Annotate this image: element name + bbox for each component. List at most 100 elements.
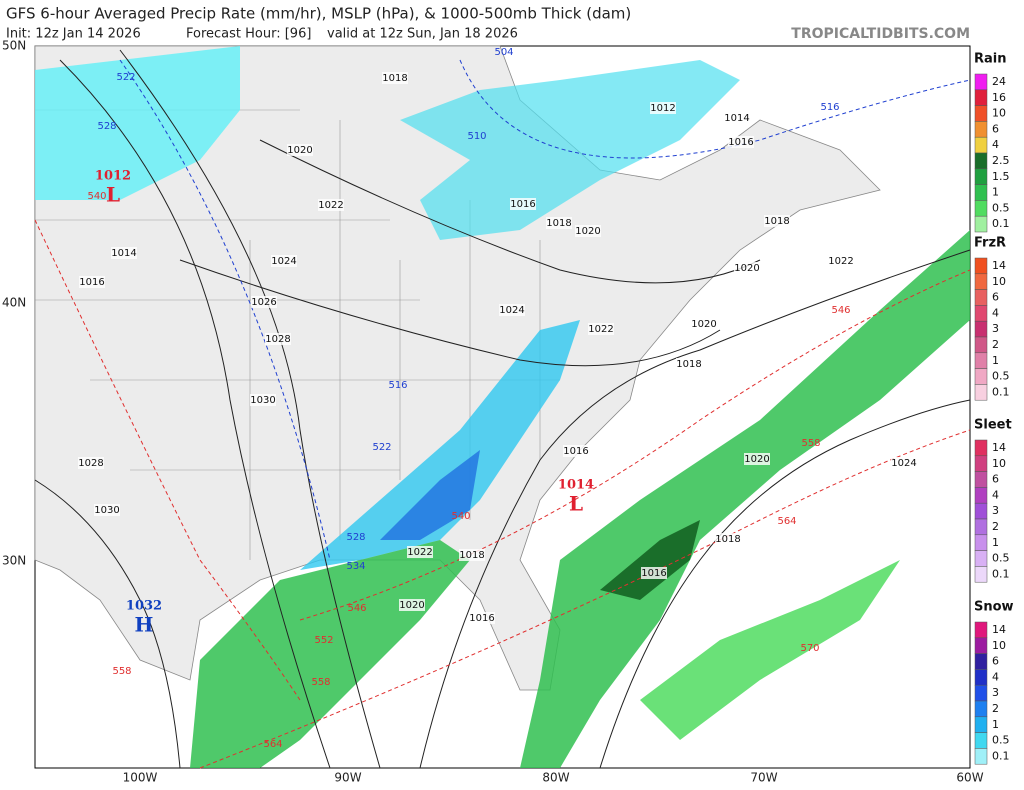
legend-swatch: [974, 518, 988, 536]
lon-label: 70W: [750, 771, 777, 785]
isobar-label: 1028: [265, 334, 290, 345]
isobar-label: 1018: [764, 216, 789, 227]
isobar-label: 1030: [94, 505, 119, 516]
legend-swatch: [974, 471, 988, 488]
isobar-label: 1020: [691, 319, 716, 330]
isobar-label: 1022: [828, 256, 853, 267]
thickness-label: 552: [314, 635, 333, 646]
isobar-label-bg: [641, 567, 667, 579]
legend-swatch: [974, 534, 988, 551]
isobar-label-bg: [764, 215, 790, 227]
isobar-label-bg: [546, 217, 572, 229]
legend-label: 1: [992, 718, 999, 731]
legend-label: 16: [992, 91, 1006, 104]
isobar-label: 1018: [382, 73, 407, 84]
isobar-label: 1020: [575, 226, 600, 237]
isobar-label-bg: [78, 457, 104, 469]
thickness-label: 528: [346, 532, 365, 543]
isobar-label-bg: [728, 136, 754, 148]
legend-swatch: [974, 439, 988, 457]
isobar-label-bg: [271, 255, 297, 267]
thickness-label: 558: [112, 666, 131, 677]
legend-swatch: [974, 700, 988, 718]
isobar-label-bg: [111, 247, 137, 259]
legend-swatch: [974, 305, 988, 322]
legend-label: 24: [992, 75, 1006, 88]
legend-label: 1: [992, 186, 999, 199]
legend-label: 4: [992, 138, 999, 151]
legend-swatch: [974, 384, 988, 401]
isobar-label: 1014: [724, 113, 749, 124]
legend-label: 0.5: [992, 370, 1010, 383]
legend-label: 0.1: [992, 749, 1010, 762]
legend-label: 10: [992, 107, 1006, 120]
legend-label: 6: [992, 473, 999, 486]
lon-label: 60W: [956, 771, 983, 785]
thickness-label: 534: [346, 561, 365, 572]
isobar-label: 1018: [546, 218, 571, 229]
isobar-label-bg: [287, 144, 313, 156]
isobar-label: 1016: [641, 568, 666, 579]
isobar-label-bg: [251, 296, 277, 308]
isobar-label: 1016: [510, 199, 535, 210]
legend-swatch: [974, 487, 988, 504]
legend-swatch: [974, 105, 988, 122]
pressure-letter: H: [135, 613, 154, 637]
isobar-label: 1020: [734, 263, 759, 274]
isobar-label: 1026: [251, 297, 276, 308]
rain-area: [190, 540, 470, 768]
pressure-value: 1012: [95, 169, 131, 184]
legend-swatch: [974, 748, 988, 765]
legend-swatch: [974, 215, 988, 233]
isobar-label-bg: [79, 276, 105, 288]
thickness-label: 546: [347, 603, 366, 614]
legend-label: 6: [992, 655, 999, 668]
lon-label: 100W: [123, 771, 158, 785]
legend-title: Snow: [974, 600, 1014, 615]
legend-swatch: [974, 273, 988, 290]
legend-title: Rain: [974, 52, 1007, 67]
legend-swatch: [974, 684, 988, 702]
legend-label: 1.5: [992, 170, 1010, 183]
isobar-label: 1028: [78, 458, 103, 469]
isobar-label-bg: [382, 72, 408, 84]
legend-label: 6: [992, 122, 999, 135]
legend-swatch: [974, 566, 988, 583]
isobar-label: 1016: [563, 446, 588, 457]
legend-label: 1: [992, 354, 999, 367]
thickness-label: 510: [467, 131, 486, 142]
valid-time: valid at 12z Sun, Jan 18 2026: [327, 27, 518, 42]
isobar-label: 1016: [469, 613, 494, 624]
lat-label: 30N: [2, 554, 26, 568]
isobar-label: 1018: [676, 359, 701, 370]
thickness-label: 522: [116, 72, 135, 83]
legend-swatch: [974, 136, 988, 154]
lon-label: 90W: [334, 771, 361, 785]
isobar-label-bg: [469, 612, 495, 624]
thickness-label: 504: [494, 47, 513, 58]
map-area: [34, 45, 971, 769]
legend-label: 0.1: [992, 385, 1010, 398]
legend-swatch: [974, 621, 988, 639]
pressure-value: 1014: [558, 478, 594, 493]
isobar-label-bg: [828, 255, 854, 267]
legend-label: 4: [992, 670, 999, 683]
isobar-label-bg: [94, 504, 120, 516]
legend-label: 14: [992, 441, 1006, 454]
lat-label: 50N: [2, 39, 26, 53]
isobar-label: 1020: [744, 454, 769, 465]
thickness-label: 558: [311, 677, 330, 688]
thickness-label: 540: [87, 191, 106, 202]
thickness-label: 540: [451, 511, 470, 522]
isobar-label-bg: [588, 323, 614, 335]
legend-label: 10: [992, 639, 1006, 652]
lat-label: 40N: [2, 296, 26, 310]
isobar-label-bg: [724, 112, 750, 124]
isobar-label: 1016: [728, 137, 753, 148]
isobar-label: 1022: [588, 324, 613, 335]
legend-title: Sleet: [974, 418, 1012, 433]
isobar-label: 1024: [499, 305, 524, 316]
legend-swatch: [974, 502, 988, 520]
